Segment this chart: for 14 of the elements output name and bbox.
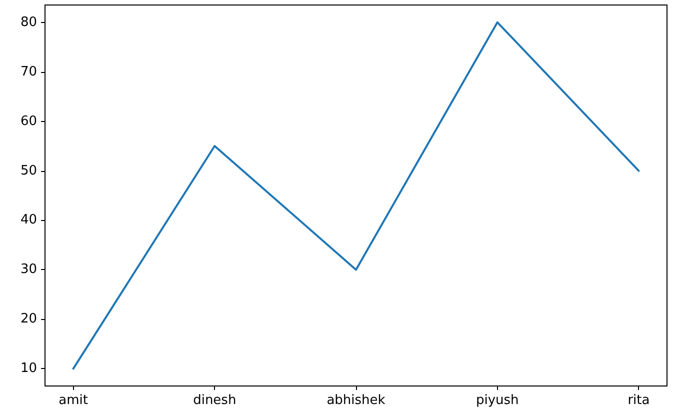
y-tick-label: 30 — [20, 262, 37, 278]
x-tick-label: piyush — [476, 393, 519, 408]
line-series — [72, 21, 640, 370]
y-tick-label: 10 — [20, 361, 37, 376]
x-tick-label: rita — [628, 393, 650, 408]
y-tick-label: 50 — [20, 163, 37, 178]
x-tick-label: dinesh — [193, 393, 236, 408]
y-tick-label: 40 — [20, 212, 37, 228]
y-tick-label: 60 — [20, 114, 37, 129]
x-tick-label: abhishek — [326, 393, 386, 408]
y-tick-label: 20 — [20, 312, 37, 327]
y-tick-label: 70 — [20, 64, 37, 80]
x-tick-label: amit — [58, 393, 88, 408]
y-tick-label: 80 — [20, 14, 37, 30]
